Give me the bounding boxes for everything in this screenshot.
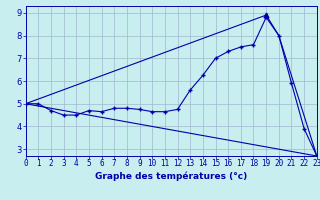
X-axis label: Graphe des températures (°c): Graphe des températures (°c) xyxy=(95,171,247,181)
